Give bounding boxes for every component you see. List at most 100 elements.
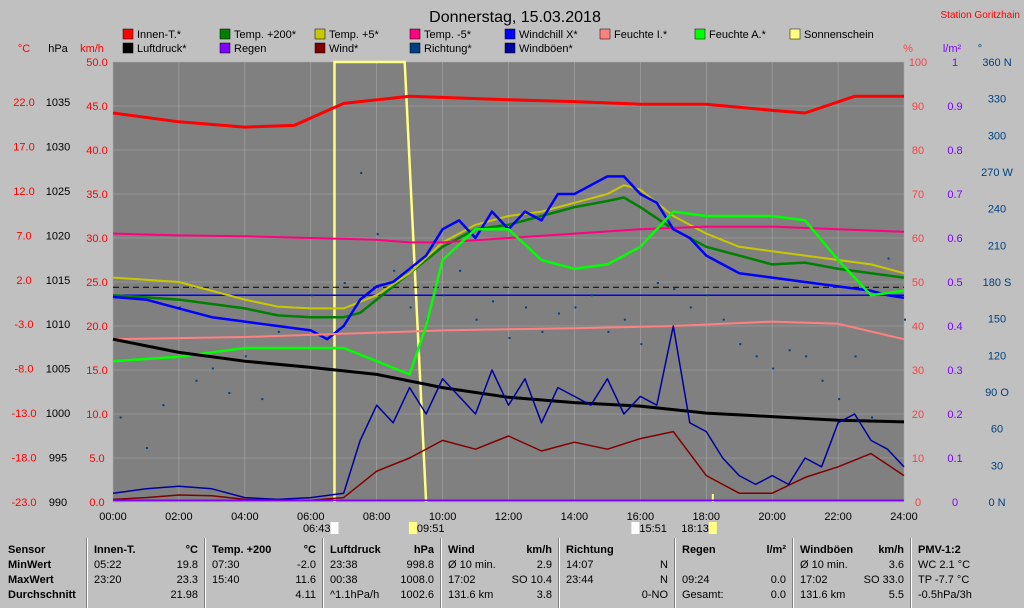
row-label-min: MinWert xyxy=(8,559,52,571)
tick-wind: 35.0 xyxy=(86,189,107,201)
direction-point xyxy=(343,282,346,284)
direction-point xyxy=(689,306,692,309)
direction-point xyxy=(376,233,379,236)
legend-label: Windchill X* xyxy=(519,29,578,41)
direction-point xyxy=(871,416,874,419)
direction-point xyxy=(574,306,577,309)
series-luftdruck xyxy=(112,337,905,424)
direction-point xyxy=(393,269,396,272)
avg-value: 1002.6 xyxy=(400,589,434,601)
tick-temp: 12.0 xyxy=(13,186,34,198)
max-value: 23.3 xyxy=(176,574,198,586)
max-value: SO 10.4 xyxy=(511,574,552,586)
sunshine-line xyxy=(333,60,428,503)
legend-swatch xyxy=(409,28,421,40)
sun-marker-icon xyxy=(330,522,339,534)
tick-rain: 0.1 xyxy=(947,453,962,465)
unit-degree: ° xyxy=(978,43,982,55)
direction-point xyxy=(475,318,478,321)
col-unit: °C xyxy=(303,544,316,556)
sun-marker-icon xyxy=(631,522,640,534)
col-unit: l/m² xyxy=(766,544,786,556)
direction-point xyxy=(590,294,593,297)
tick-rain: 0.3 xyxy=(947,365,962,377)
direction-point xyxy=(162,404,165,407)
min-value: N xyxy=(660,559,668,571)
max-value: SO 33.0 xyxy=(863,574,904,586)
row-label-avg: Durchschnitt xyxy=(8,589,76,601)
tick-temp: -8.0 xyxy=(15,364,34,376)
series-innen-t xyxy=(112,94,904,129)
tick-percent: 30 xyxy=(912,365,924,377)
tick-pressure: 1000 xyxy=(46,408,70,420)
max-time: 23:20 xyxy=(94,574,122,586)
sun-marker-label: 06:43 xyxy=(303,523,331,535)
tick-direction: 180 S xyxy=(983,277,1012,289)
direction-point xyxy=(459,269,462,272)
tick-temp: -18.0 xyxy=(11,453,36,465)
col-title: Luftdruck xyxy=(330,544,381,556)
max-time: 23:44 xyxy=(566,574,594,586)
tick-x: 12:00 xyxy=(495,511,523,523)
tick-percent: 10 xyxy=(912,453,924,465)
direction-point xyxy=(838,398,841,401)
avg-label: -0.5hPa/3h xyxy=(918,589,972,601)
tick-x: 02:00 xyxy=(165,511,193,523)
legend-swatch xyxy=(219,28,231,40)
unit-temp: °C xyxy=(18,43,30,55)
col-title: Temp. +200 xyxy=(212,544,272,556)
series-feuchte-a xyxy=(112,210,905,376)
tick-temp: -23.0 xyxy=(11,497,36,509)
tick-wind: 5.0 xyxy=(89,453,104,465)
max-value: N xyxy=(660,574,668,586)
tick-pressure: 1035 xyxy=(46,97,70,109)
tick-percent: 40 xyxy=(912,321,924,333)
avg-value: 3.8 xyxy=(536,589,552,601)
max-value: 1008.0 xyxy=(400,574,434,586)
max-time: TP -7.7 °C xyxy=(918,574,970,586)
direction-scatter xyxy=(119,172,906,449)
legend-label: Luftdruck* xyxy=(137,43,187,55)
max-time: 17:02 xyxy=(800,574,828,586)
direction-point xyxy=(904,318,906,321)
tick-wind: 20.0 xyxy=(86,321,107,333)
min-value: 998.8 xyxy=(406,559,434,571)
tick-wind: 10.0 xyxy=(86,409,107,421)
avg-label: 131.6 km xyxy=(800,589,846,601)
tick-temp: 22.0 xyxy=(13,97,34,109)
avg-label: 131.6 km xyxy=(448,589,494,601)
tick-percent: 50 xyxy=(912,277,924,289)
legend-swatch xyxy=(122,28,134,40)
tick-wind: 25.0 xyxy=(86,277,107,289)
tick-temp: 7.0 xyxy=(16,230,31,242)
tick-x: 00:00 xyxy=(99,511,127,523)
legend-label: Feuchte A.* xyxy=(709,29,767,41)
direction-point xyxy=(211,367,214,370)
tick-wind: 45.0 xyxy=(86,101,107,113)
chart-title: Donnerstag, 15.03.2018 xyxy=(429,9,601,26)
weather-chart: Donnerstag, 15.03.2018 Station Goritzhai… xyxy=(11,9,1020,535)
max-value: 0.0 xyxy=(770,574,786,586)
tick-direction: 210 xyxy=(988,240,1006,252)
direction-point xyxy=(821,379,824,382)
tick-direction: 300 xyxy=(988,130,1006,142)
sun-marker-icon xyxy=(708,522,717,534)
direction-point xyxy=(656,282,659,284)
table-separator xyxy=(86,538,88,608)
tick-rain: 0.6 xyxy=(947,233,962,245)
sun-marker-label: 15:51 xyxy=(639,523,667,535)
table-separator xyxy=(204,538,206,608)
col-unit: km/h xyxy=(878,544,904,556)
tick-x: 22:00 xyxy=(824,511,852,523)
direction-point xyxy=(854,355,857,358)
tick-direction: 90 O xyxy=(985,387,1009,399)
direction-point xyxy=(310,294,313,297)
legend-swatch xyxy=(504,42,516,54)
direction-point xyxy=(195,379,198,382)
row-label-head: Sensor xyxy=(8,544,46,556)
min-time: 07:30 xyxy=(212,559,240,571)
col-unit: °C xyxy=(185,544,198,556)
legend-label: Regen xyxy=(234,43,266,55)
tick-x: 16:00 xyxy=(627,511,655,523)
avg-value: 0.0 xyxy=(770,589,786,601)
